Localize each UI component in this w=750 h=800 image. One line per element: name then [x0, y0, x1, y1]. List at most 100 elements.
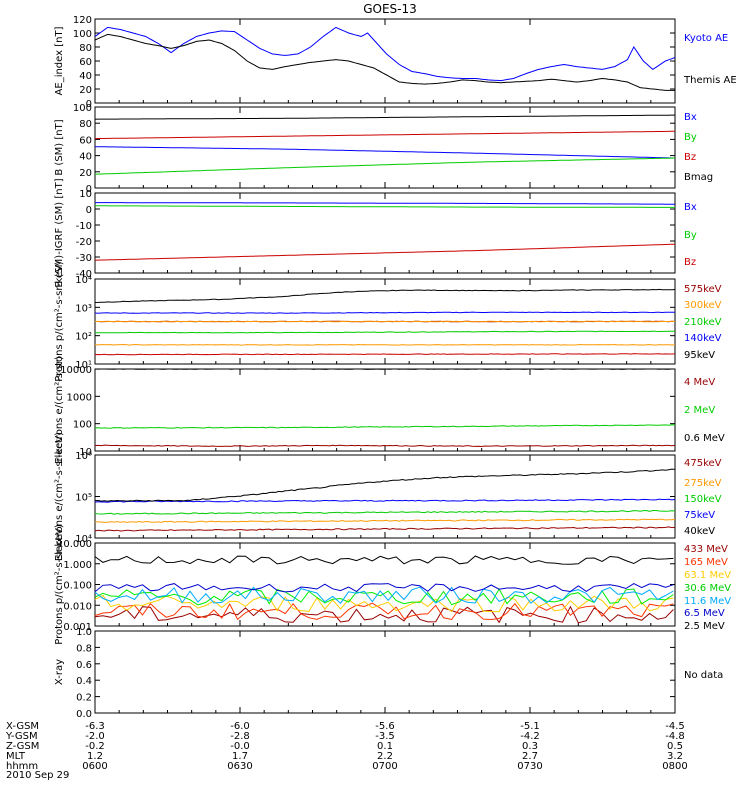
series-line-60kev [94, 353, 676, 356]
footer-value: -4.2 [520, 731, 540, 742]
y-tick-label: 40 [79, 71, 92, 82]
y-tick-label: -30 [76, 253, 92, 264]
footer-value: 1.7 [232, 751, 248, 762]
legend-entry: 75keV [684, 510, 715, 521]
y-tick-label: 80 [79, 43, 92, 54]
legend-entry: 165 MeV [684, 557, 728, 568]
y-tick-label: 60 [79, 57, 92, 68]
plot-title: GOES-13 [363, 2, 417, 16]
legend-entry: Bz [684, 152, 696, 163]
y-tick-label: 20 [79, 168, 92, 179]
legend-entry: 40keV [684, 526, 715, 537]
legends-group: Kyoto AE Themis AE Bx By Bz Bmag Bx By Bz 575keV 3… [683, 33, 737, 681]
y-axis-label: Protons p/(cm²-s-sr-keV) [54, 524, 65, 645]
legend-entry: 2 MeV [684, 405, 715, 416]
footer-value: 0.3 [522, 741, 538, 752]
legend-entry: Bx [684, 202, 697, 213]
y-tick-label: 0.010 [63, 601, 92, 612]
legend-entry: By [684, 230, 697, 241]
y-tick-label: 10⁶ [75, 451, 92, 462]
legend-entry: 150keV [684, 494, 722, 505]
footer-value: 0600 [82, 761, 107, 772]
series-line-bz [94, 130, 675, 140]
legend-entry: 275keV [684, 478, 722, 489]
legend-entry: 2.5 MeV [684, 621, 725, 632]
y-axis-label: X-ray [54, 659, 65, 685]
legend-entry: 575keV [684, 284, 722, 295]
footer-value: -6.0 [230, 721, 250, 732]
series-line-bmag [94, 114, 675, 120]
legend-entry: No data [684, 670, 723, 681]
series-line-11-6-mev [94, 586, 674, 604]
y-tick-label: 60 [79, 135, 92, 146]
y-tick-label: 10⁴ [75, 275, 92, 286]
y-tick-label: 80 [79, 119, 92, 130]
series-line-475kev [94, 526, 676, 532]
y-axis-label: Electrons e/(cm²-s-sr-keV) [54, 432, 65, 561]
y-axis-label: Electrons e/(cm²-s-sr) [54, 356, 65, 464]
footer-value: -0.2 [85, 741, 105, 752]
footer-value: -6.3 [85, 721, 105, 732]
footer-value: 0700 [372, 761, 397, 772]
legend-entry: Bx [684, 112, 697, 123]
y-tick-label: 0.100 [63, 581, 92, 592]
y-tick-label: 1000 [67, 392, 92, 403]
series-line-2-mev [94, 424, 676, 429]
y-tick-label: 10¹ [75, 360, 92, 371]
panel-frame [94, 542, 676, 627]
legend-entry: 4 MeV [684, 377, 715, 388]
footer-value: 3.2 [667, 751, 683, 762]
series-line-95kev [94, 288, 676, 303]
y-tick-label: 0.2 [76, 693, 92, 704]
legend-entry: 95keV [684, 350, 715, 361]
legend-entry: 6.5 MeV [684, 608, 725, 619]
legend-entry: 11.6 MeV [684, 596, 731, 607]
footer-value: 0800 [662, 761, 687, 772]
panel-frame [94, 192, 676, 274]
series-line-165-mev [94, 602, 674, 621]
y-axis-label: AE_index [nT] [54, 26, 65, 95]
panel-2: 0 20 40 60 80 100 B (SM) [nT] [54, 103, 676, 195]
y-tick-label: 0 [86, 205, 92, 216]
y-tick-label: 10² [75, 332, 92, 343]
series-line-100kev [94, 343, 676, 346]
series-line-bx [95, 146, 675, 159]
footer-value: 0.5 [667, 741, 683, 752]
y-tick-label: 1.0 [76, 627, 92, 638]
y-tick-label: 100 [73, 420, 92, 431]
footer-value: -4.5 [665, 721, 685, 732]
y-tick-label: 0.4 [76, 676, 92, 687]
footer-row-label: X-GSM [6, 721, 39, 732]
footer-row-label: Y-GSM [5, 731, 38, 742]
footer-value: -2.8 [230, 731, 250, 742]
legend-entry: Themis AE [683, 75, 737, 86]
legend-entry: 433 MeV [684, 544, 728, 555]
footer-value: 1.2 [87, 751, 103, 762]
panel-6: 10⁴ 10⁵ 10⁶ Electrons e/(cm²-s-sr-keV) [54, 432, 676, 561]
series-line-6-5-mev [94, 583, 674, 593]
legend-entry: 300keV [684, 300, 722, 311]
series-line-433-mev [94, 605, 674, 624]
series-line-4-mev [94, 444, 676, 448]
series-line-bz [94, 243, 676, 261]
footer-row-label: hhmm [6, 761, 38, 772]
y-tick-label: 40 [79, 152, 92, 163]
legend-entry: 140keV [684, 333, 722, 344]
footer-value: -4.8 [665, 731, 685, 742]
legend-entry: 63.1 MeV [684, 570, 731, 581]
y-tick-label: -10 [76, 221, 92, 232]
panel-4: 10¹ 10² 10³ 10⁴ Protons p/(cm²-s-sr-keV) [54, 261, 676, 382]
series-line-300kev [94, 320, 676, 323]
panel-frame [94, 18, 676, 104]
y-tick-label: 10⁴ [75, 534, 92, 545]
panel-1: 0 20 40 60 80 100 120 AE_index [nT] [54, 15, 676, 110]
legend-entry: 210keV [684, 317, 722, 328]
legend-entry: 475keV [684, 458, 722, 469]
y-tick-label: -20 [76, 237, 92, 248]
y-tick-label: 100 [73, 103, 92, 114]
series-line-by [94, 157, 676, 175]
